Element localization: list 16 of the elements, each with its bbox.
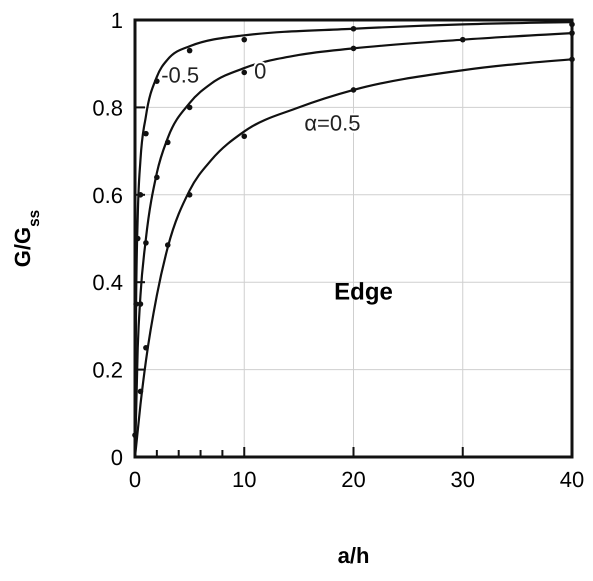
x-tick-label: 30 [450, 467, 475, 492]
y-tick-label: 1 [110, 8, 123, 33]
x-tick-label: 20 [341, 467, 366, 492]
x-axis-title: a/h [338, 543, 370, 568]
x-tick-label: 40 [560, 467, 584, 492]
y-tick-label: 0.6 [92, 182, 123, 208]
y-tick-label: 0 [110, 445, 123, 470]
series-label: 0 [254, 58, 266, 84]
y-tick-label: 0.8 [92, 95, 123, 120]
annotation: Edge [334, 278, 393, 306]
series-label: -0.5 [161, 62, 200, 88]
y-tick-label: 0.2 [92, 358, 123, 383]
y-tick-label: 0.4 [92, 270, 123, 296]
x-tick-label: 10 [232, 467, 256, 492]
x-tick-label: 0 [128, 467, 142, 492]
series-label: α=0.5 [304, 110, 360, 136]
